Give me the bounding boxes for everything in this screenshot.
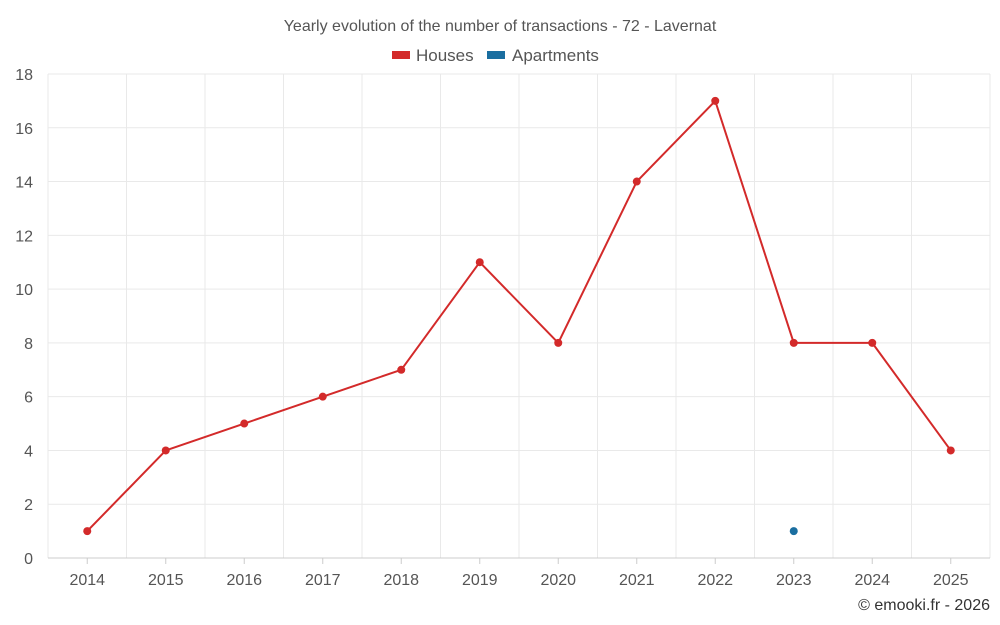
x-tick-label: 2025 (933, 572, 969, 589)
x-tick-label: 2021 (619, 572, 655, 589)
series-houses (83, 96, 955, 536)
y-tick-label: 6 (24, 390, 33, 407)
point-houses-2024[interactable] (868, 338, 877, 347)
series-layer (83, 96, 955, 536)
x-tick-label: 2016 (226, 572, 262, 589)
point-houses-2021[interactable] (632, 177, 641, 186)
x-tick-label: 2014 (69, 572, 105, 589)
y-tick-label: 0 (24, 551, 33, 568)
credit-text: © emooki.fr - 2026 (858, 597, 990, 614)
point-houses-2022[interactable] (711, 96, 720, 105)
y-tick-label: 8 (24, 336, 33, 353)
y-tick-label: 16 (15, 121, 33, 138)
point-houses-2017[interactable] (318, 392, 327, 401)
x-tick-label: 2024 (854, 572, 890, 589)
point-houses-2015[interactable] (161, 446, 170, 455)
point-houses-2014[interactable] (83, 527, 92, 536)
point-houses-2019[interactable] (475, 258, 484, 267)
point-houses-2018[interactable] (397, 365, 406, 374)
point-houses-2020[interactable] (554, 338, 563, 347)
point-houses-2025[interactable] (946, 446, 955, 455)
x-tick-label: 2018 (383, 572, 419, 589)
x-tick-label: 2020 (540, 572, 576, 589)
x-axis-ticks: 2014 2015 2016 2017 2018 2019 2020 2021 2022 2023… (69, 558, 969, 589)
y-axis-ticks: 0 2 4 6 8 10 12 14 16 18 (15, 67, 33, 568)
y-tick-label: 18 (15, 67, 33, 84)
legend-swatch-apartments (487, 51, 505, 59)
legend-label-houses[interactable]: Houses (416, 46, 474, 65)
series-apartments (789, 527, 798, 536)
y-tick-label: 14 (15, 175, 33, 192)
point-houses-2023[interactable] (789, 338, 798, 347)
grid (47, 73, 991, 559)
y-tick-label: 12 (15, 228, 33, 245)
x-tick-label: 2022 (697, 572, 733, 589)
x-tick-label: 2023 (776, 572, 812, 589)
point-apartments-2023[interactable] (789, 527, 798, 536)
x-tick-label: 2019 (462, 572, 498, 589)
series-line-houses (86, 99, 952, 532)
legend-swatch-houses (392, 51, 410, 59)
point-houses-2016[interactable] (240, 419, 249, 428)
x-tick-label: 2015 (148, 572, 184, 589)
y-tick-label: 10 (15, 282, 33, 299)
legend-label-apartments[interactable]: Apartments (512, 46, 599, 65)
x-tick-label: 2017 (305, 572, 341, 589)
legend: Houses Apartments (392, 46, 599, 65)
chart-title: Yearly evolution of the number of transa… (284, 18, 717, 35)
y-tick-label: 4 (24, 443, 33, 460)
y-tick-label: 2 (24, 497, 33, 514)
